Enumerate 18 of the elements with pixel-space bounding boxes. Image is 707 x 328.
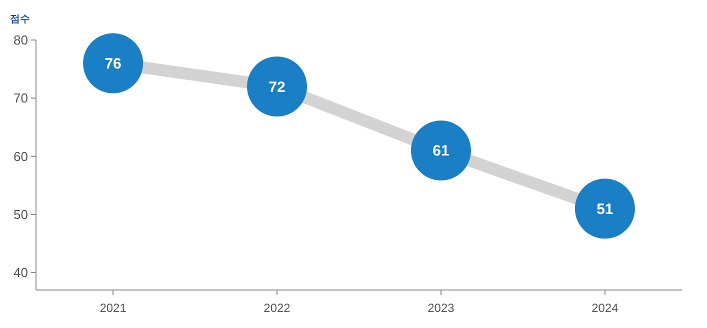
x-tick-label: 2021 — [100, 301, 127, 315]
data-label: 51 — [596, 200, 614, 218]
y-tick-label: 50 — [14, 206, 28, 222]
point — [83, 33, 144, 94]
x-tick-label: 2024 — [592, 301, 619, 315]
data-label: 76 — [104, 56, 122, 73]
data-label: 72 — [268, 78, 286, 96]
y-tick-label: 40 — [14, 265, 28, 280]
data-label: 61 — [432, 142, 450, 160]
y-tick-label: 60 — [14, 148, 28, 164]
x-tick-label: 2022 — [264, 301, 291, 315]
y-tick-label: 70 — [14, 90, 28, 106]
point — [247, 56, 308, 117]
y-tick-label: 80 — [14, 32, 28, 48]
y-axis-title: 점수 — [10, 14, 30, 25]
point — [574, 178, 635, 239]
point — [410, 120, 471, 180]
x-tick-label: 2023 — [428, 301, 455, 315]
